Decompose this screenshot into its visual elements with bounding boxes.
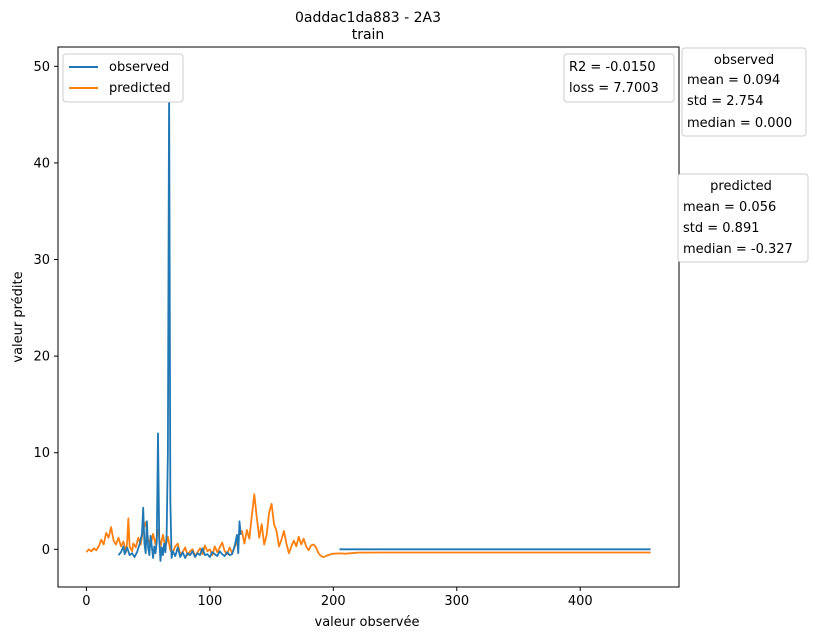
x-tick-label: 400 (568, 594, 593, 609)
metric-r2: R2 = -0.0150 (569, 60, 656, 75)
metrics-box: R2 = -0.0150 loss = 7.7003 (563, 53, 675, 103)
observed-stats-frame (681, 47, 807, 137)
legend-label-predicted: predicted (109, 81, 171, 96)
x-tick-label: 300 (444, 594, 469, 609)
y-tick-label: 30 (33, 253, 50, 268)
observed-stats-median: median = 0.000 (687, 116, 792, 131)
metrics-box-frame (563, 53, 675, 103)
predicted-stats-title: predicted (710, 179, 772, 194)
observed-stats-title: observed (714, 53, 774, 68)
x-tick-label: 100 (197, 594, 222, 609)
y-axis-label: valeur prédite (11, 271, 26, 362)
series-line-observed (117, 84, 242, 562)
predicted-stats-mean: mean = 0.056 (683, 200, 776, 215)
x-tick-label: 0 (82, 594, 90, 609)
y-tick-label: 40 (33, 156, 50, 171)
observed-stats-std: std = 2.754 (687, 94, 764, 109)
plot-frame (57, 46, 680, 588)
predicted-stats-std: std = 0.891 (683, 221, 760, 236)
predicted-stats-frame (677, 173, 809, 263)
observed-stats-box: observed mean = 0.094 std = 2.754 median… (681, 47, 807, 137)
x-axis: 0 100 200 300 400 (82, 587, 593, 609)
y-axis: 0 10 20 30 40 50 (33, 60, 58, 558)
y-tick-label: 0 (42, 543, 50, 558)
metric-loss: loss = 7.7003 (569, 81, 659, 96)
predicted-stats-box: predicted mean = 0.056 std = 0.891 media… (677, 173, 809, 263)
series-layer (85, 84, 651, 562)
series-line-predicted (85, 493, 651, 558)
x-axis-label: valeur observée (315, 615, 420, 630)
y-tick-label: 10 (33, 446, 50, 461)
legend-label-observed: observed (109, 60, 169, 75)
plot-area (57, 46, 680, 588)
predicted-stats-median: median = -0.327 (683, 242, 793, 257)
y-tick-label: 20 (33, 350, 50, 365)
x-tick-label: 200 (321, 594, 346, 609)
observed-stats-mean: mean = 0.094 (687, 73, 780, 88)
chart-subtitle: train (352, 27, 385, 43)
chart-title: 0addac1da883 - 2A3 (295, 10, 441, 26)
legend: observed predicted (62, 53, 184, 103)
y-tick-label: 50 (33, 60, 50, 75)
